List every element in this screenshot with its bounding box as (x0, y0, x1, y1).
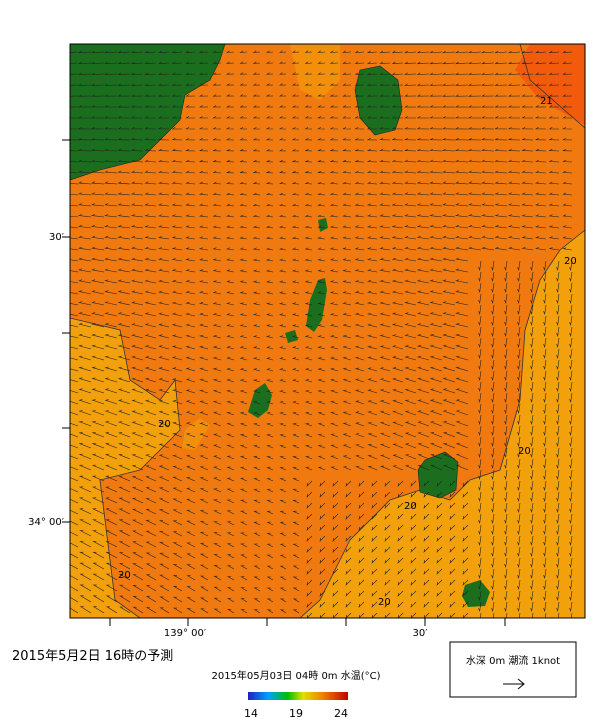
legend-box (449, 641, 577, 698)
legend-label: 水深 0m 潮流 1knot (466, 654, 560, 667)
contour-label: 21 (540, 96, 553, 107)
lat-label: 34° 00′ (28, 517, 65, 528)
lon-label: 30′ (413, 628, 429, 639)
contour-label: 20 (404, 501, 417, 512)
subtitle: 2015年05月03日 04時 0m 水温(°C) (211, 669, 380, 682)
colorbar-label: 19 (289, 707, 303, 720)
map-frame (69, 43, 586, 619)
title: 2015年5月2日 16時の予測 (12, 649, 173, 664)
contour-label: 20 (158, 419, 171, 430)
contour-label: 20 (118, 570, 131, 581)
colorbar-label: 14 (244, 707, 258, 720)
colorbar (248, 692, 348, 700)
map-area (70, 44, 585, 618)
arrow-field (70, 50, 573, 618)
contour-label: 20 (378, 597, 391, 608)
contour-label: 20 (518, 446, 531, 457)
contour-label: 20 (564, 256, 577, 267)
colorbar-label: 24 (334, 707, 348, 720)
current-arrows (70, 50, 573, 618)
legend-arrow (503, 678, 525, 690)
lat-label: 30′ (49, 232, 65, 243)
lon-label: 139° 00′ (164, 628, 207, 639)
